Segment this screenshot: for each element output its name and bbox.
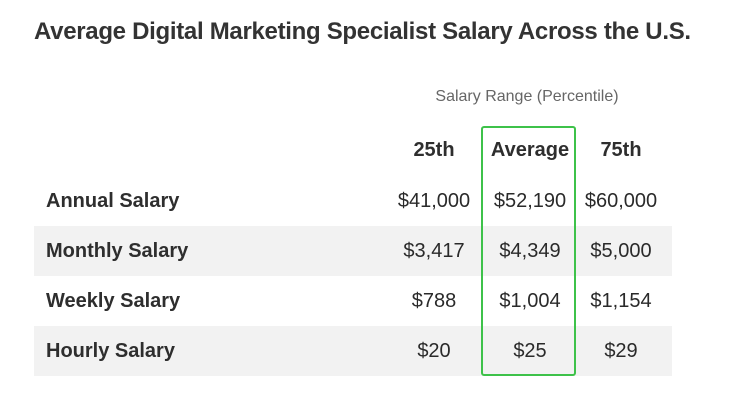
cell-25th: $20: [417, 339, 451, 362]
row-label: Hourly Salary: [46, 339, 175, 362]
cell-25th: $788: [411, 289, 457, 312]
cell-75th: $5,000: [590, 239, 652, 262]
cell-average: $1,004: [499, 289, 561, 312]
table-row-hourly: Hourly Salary $20 $25 $29: [34, 326, 672, 376]
cell-25th: $3,417: [403, 239, 465, 262]
row-label: Annual Salary: [46, 189, 180, 212]
row-label: Weekly Salary: [46, 289, 181, 312]
cell-75th: $60,000: [584, 189, 658, 212]
cell-average: $25: [513, 339, 547, 362]
row-label: Monthly Salary: [46, 239, 189, 262]
column-header-25th: 25th: [413, 138, 455, 161]
cell-75th: $29: [604, 339, 638, 362]
cell-average: $52,190: [493, 189, 567, 212]
salary-range-caption: Salary Range (Percentile): [435, 88, 619, 105]
cell-25th: $41,000: [397, 189, 471, 212]
column-header-75th: 75th: [600, 138, 642, 161]
column-header-average: Average: [490, 138, 570, 161]
table-row-weekly: Weekly Salary $788 $1,004 $1,154: [34, 276, 672, 326]
page-title: Average Digital Marketing Specialist Sal…: [34, 18, 691, 45]
table-header-row: 25th Average 75th: [34, 126, 672, 174]
table-row-monthly: Monthly Salary $3,417 $4,349 $5,000: [34, 226, 672, 276]
table-row-annual: Annual Salary $41,000 $52,190 $60,000: [34, 176, 672, 226]
cell-75th: $1,154: [590, 289, 652, 312]
cell-average: $4,349: [499, 239, 561, 262]
